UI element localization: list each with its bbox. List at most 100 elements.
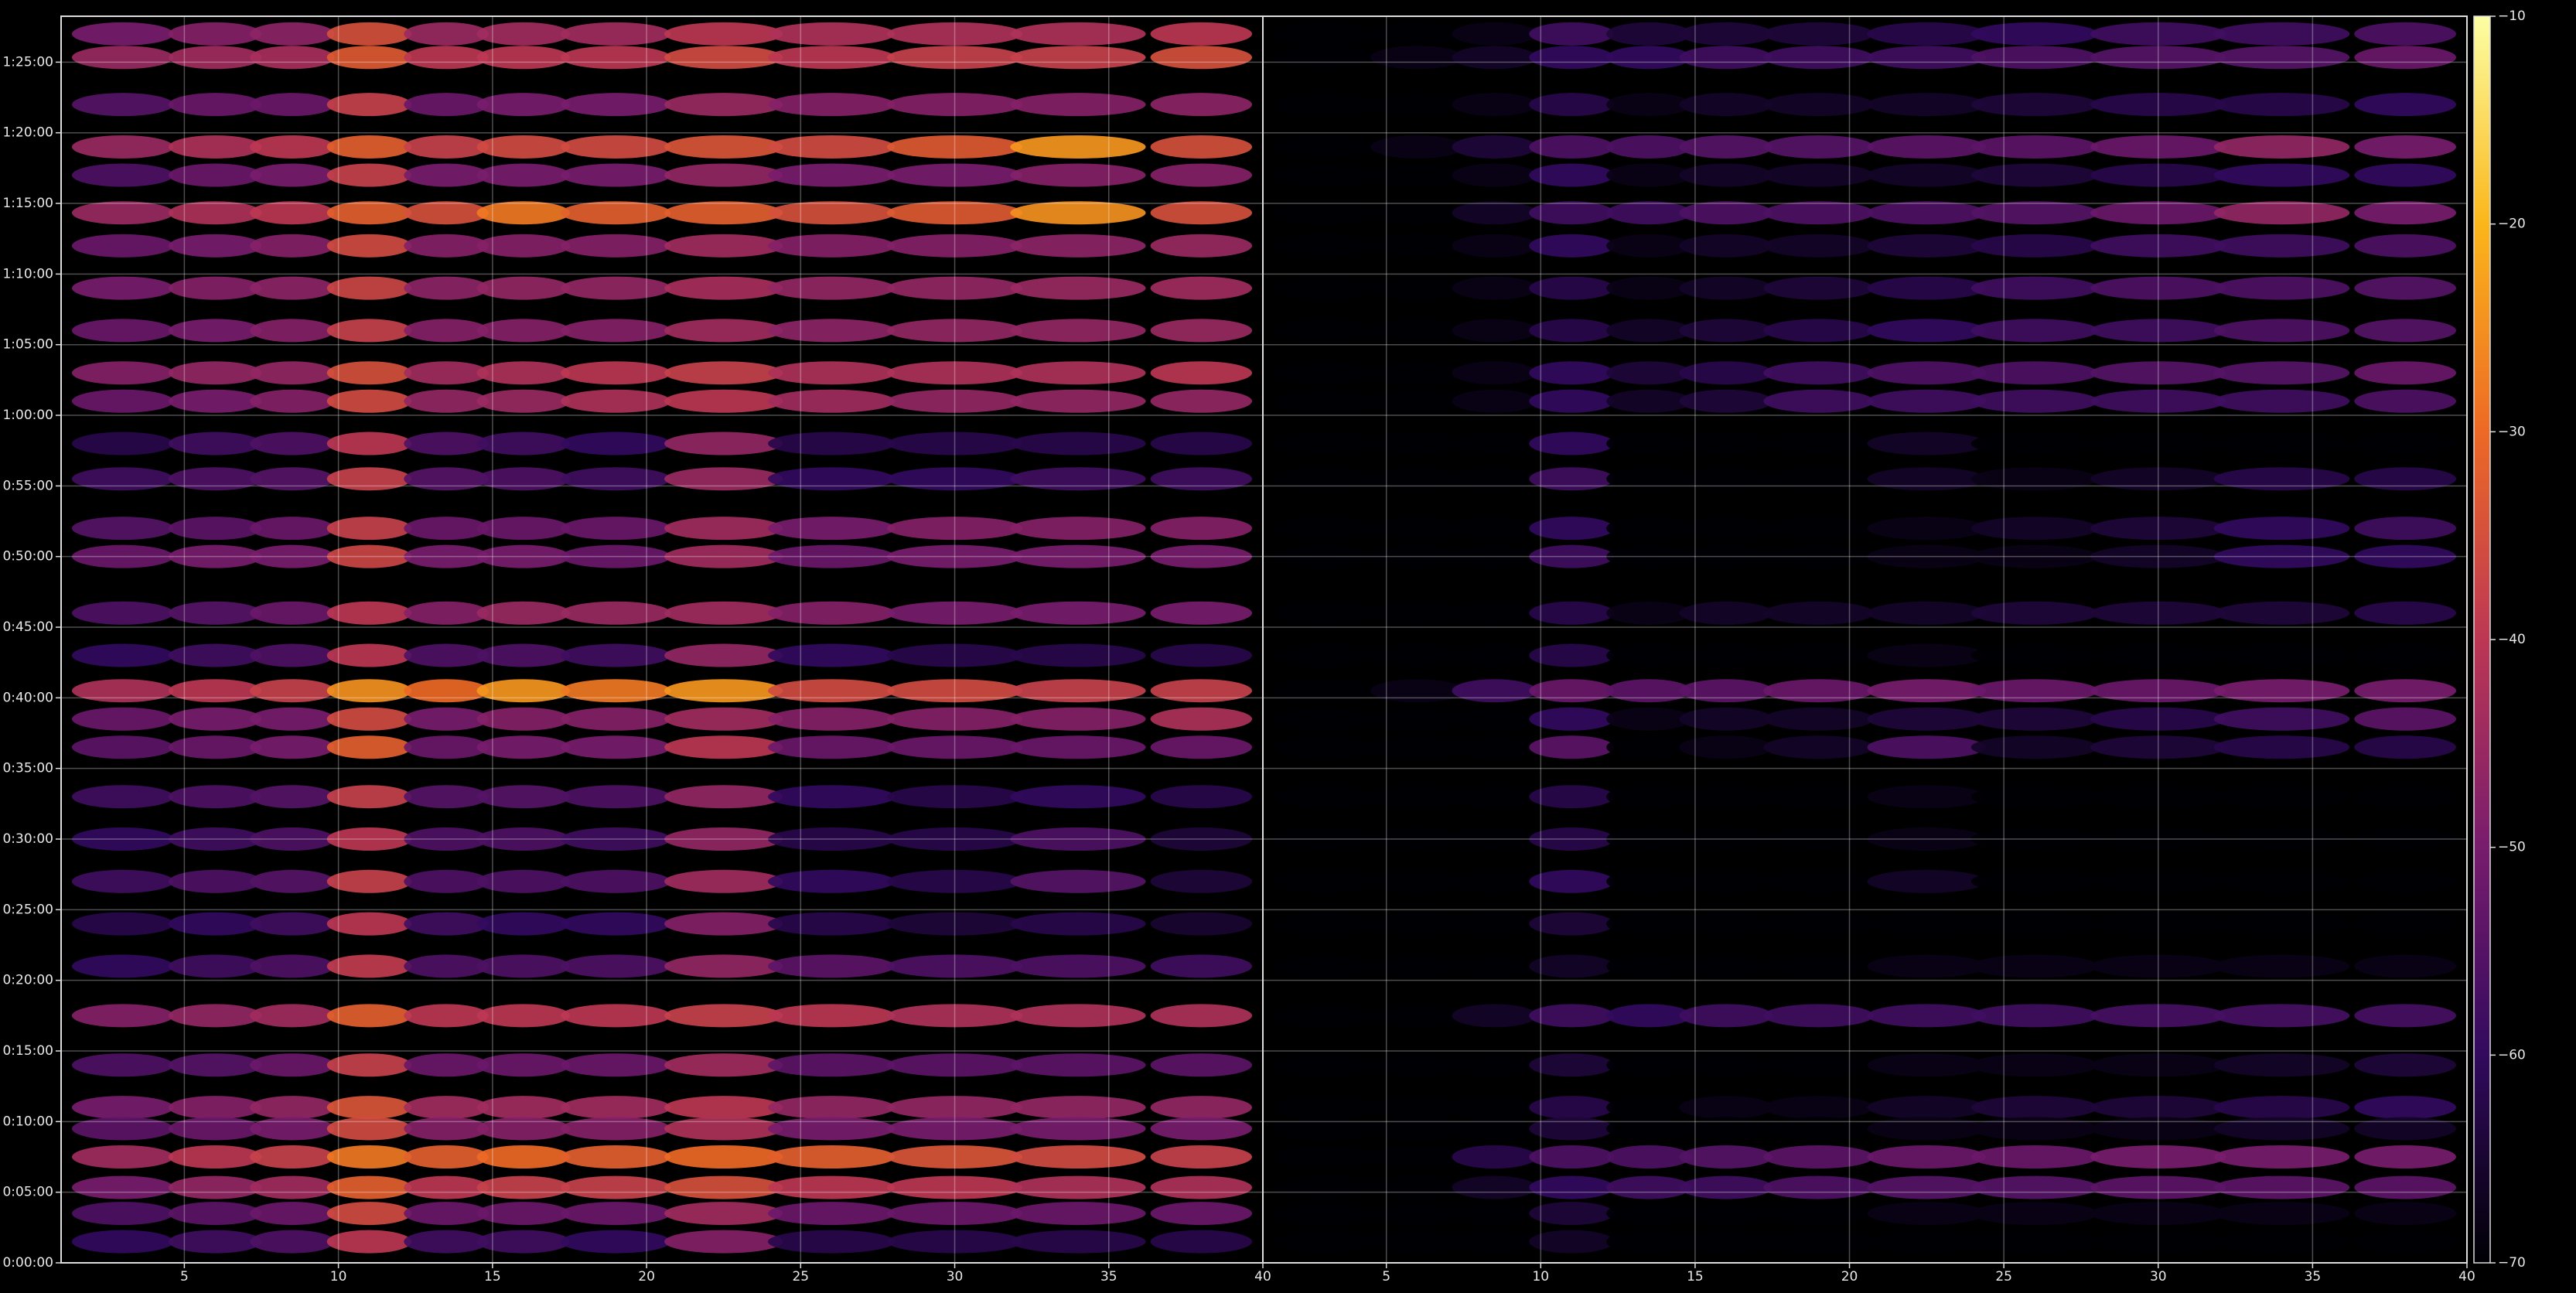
heat-cell: [1679, 1004, 1773, 1028]
heat-cell: [2354, 432, 2457, 455]
heat-cell: [1763, 1004, 1874, 1028]
heat-cell: [1370, 601, 1464, 625]
heat-cell: [1679, 22, 1773, 46]
heat-cell: [2213, 432, 2350, 455]
heat-cell: [71, 679, 174, 703]
heat-cell: [1452, 912, 1537, 936]
heat-cell: [2090, 869, 2226, 893]
heat-cell: [168, 643, 262, 667]
heat-cell: [886, 319, 1023, 343]
heat-cell: [1867, 22, 1987, 46]
heat-cell: [1273, 1004, 1376, 1028]
heat-cell: [1763, 601, 1874, 625]
heat-cell: [664, 22, 783, 46]
y-tick-label: 0:00:00: [2, 1255, 53, 1271]
heat-cell: [1679, 912, 1773, 936]
heat-cell: [168, 912, 262, 936]
heat-cell: [1867, 361, 1987, 385]
colorbar-tick-label: −20: [2498, 217, 2526, 232]
heat-cell: [1867, 1117, 1987, 1141]
heat-cell: [2213, 361, 2350, 385]
x-tick-label: 5: [1382, 1269, 1390, 1284]
x-tick-label: 35: [1100, 1269, 1117, 1284]
heat-cell: [1529, 93, 1615, 117]
heat-cell: [168, 707, 262, 731]
heat-cell: [404, 201, 489, 225]
heat-cell: [250, 163, 335, 187]
heat-cell: [1606, 869, 1691, 893]
heat-cell: [664, 361, 783, 385]
heat-cell: [1150, 912, 1253, 936]
heat-cell: [404, 22, 489, 46]
x-tick-label: 15: [1687, 1269, 1704, 1284]
heat-cell: [1763, 1053, 1874, 1077]
heat-cell: [2213, 22, 2350, 46]
heat-cell: [1370, 1145, 1464, 1169]
heat-cell: [168, 785, 262, 809]
heat-cell: [1150, 276, 1253, 300]
heat-cell: [886, 234, 1023, 258]
heat-cell: [1529, 544, 1615, 568]
heat-cell: [664, 517, 783, 541]
heat-cell: [1529, 389, 1615, 413]
heat-cell: [1150, 679, 1253, 703]
y-tick-label: 0:15:00: [2, 1043, 53, 1059]
heat-cell: [767, 135, 896, 159]
heat-cell: [561, 1096, 671, 1120]
heat-cell: [1867, 234, 1987, 258]
heat-cell: [886, 827, 1023, 851]
heat-cell: [2213, 707, 2350, 731]
heat-cell: [1763, 361, 1874, 385]
heat-cell: [1370, 912, 1464, 936]
heat-cell: [1763, 234, 1874, 258]
heat-cell: [1150, 954, 1253, 978]
heat-cell: [1763, 954, 1874, 978]
heat-cell: [1679, 1145, 1773, 1169]
heat-cell: [404, 432, 489, 455]
heat-cell: [404, 319, 489, 343]
heat-cell: [2090, 1230, 2226, 1254]
heat-cell: [1970, 163, 2099, 187]
heat-cell: [1150, 827, 1253, 851]
heat-cell: [326, 1117, 412, 1141]
heat-cell: [2090, 22, 2226, 46]
heat-cell: [664, 234, 783, 258]
heat-cell: [326, 93, 412, 117]
heat-cell: [1970, 467, 2099, 491]
y-tick-label: 1:00:00: [2, 408, 53, 423]
heat-cell: [168, 544, 262, 568]
heat-cell: [886, 1230, 1023, 1254]
heat-cell: [71, 276, 174, 300]
heat-cell: [561, 201, 671, 225]
heat-cell: [1370, 517, 1464, 541]
heat-cell: [2090, 785, 2226, 809]
heat-cell: [404, 1004, 489, 1028]
heat-cell: [1150, 869, 1253, 893]
heat-cell: [2354, 544, 2457, 568]
heat-cell: [2213, 679, 2350, 703]
heat-cell: [404, 1202, 489, 1226]
heat-cell: [1452, 1096, 1537, 1120]
heat-cell: [1150, 93, 1253, 117]
heat-cell: [886, 389, 1023, 413]
heat-cell: [476, 707, 570, 731]
heat-cell: [1970, 201, 2099, 225]
heat-cell: [1763, 912, 1874, 936]
heat-cell: [1867, 912, 1987, 936]
heat-cell: [1273, 1230, 1376, 1254]
heat-cell: [1606, 735, 1691, 759]
heat-cell: [168, 869, 262, 893]
heat-cell: [2354, 93, 2457, 117]
heat-cell: [1763, 46, 1874, 70]
heat-cell: [1606, 93, 1691, 117]
heat-cell: [1529, 707, 1615, 731]
y-tick-label: 0:45:00: [2, 619, 53, 635]
heat-cell: [250, 735, 335, 759]
heat-cell: [1370, 22, 1464, 46]
heat-cell: [1370, 1175, 1464, 1199]
heat-cell: [476, 319, 570, 343]
heat-cell: [1273, 389, 1376, 413]
heat-cell: [1452, 361, 1537, 385]
heat-cell: [404, 1145, 489, 1169]
heat-cell: [71, 1202, 174, 1226]
